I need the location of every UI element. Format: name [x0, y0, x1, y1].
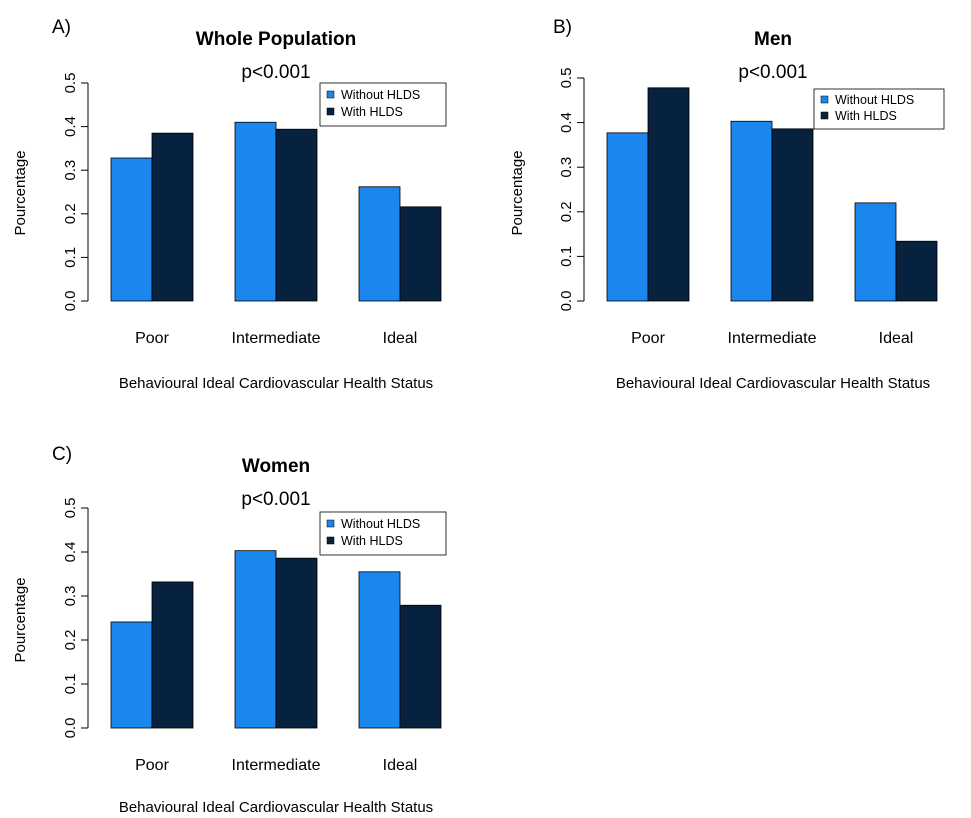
y-tick-label: 0.1 — [558, 246, 575, 267]
chart-title: Whole Population — [196, 29, 356, 50]
y-tick-label: 0.2 — [62, 203, 79, 224]
panel-letter: A) — [52, 17, 71, 38]
bar-ideal-with-hlds — [399, 206, 442, 302]
bar-intermediate-without-hlds — [730, 120, 773, 302]
bars — [110, 121, 442, 302]
y-tick-label: 0.5 — [62, 73, 79, 94]
bar-poor-without-hlds — [110, 157, 153, 302]
bar-intermediate-with-hlds — [275, 557, 318, 729]
legend-box — [319, 511, 447, 556]
category-label-poor: Poor — [631, 330, 665, 347]
legend-swatch-with-hlds — [326, 107, 335, 116]
bar-poor-without-hlds — [110, 621, 153, 729]
category-label-poor: Poor — [135, 757, 169, 774]
x-axis-label: Behavioural Ideal Cardiovascular Health … — [616, 375, 930, 392]
legend-label-with-hlds: With HLDS — [341, 105, 403, 119]
legend-label-without-hlds: Without HLDS — [341, 88, 420, 102]
legend-label-without-hlds: Without HLDS — [341, 517, 420, 531]
legend-label-with-hlds: With HLDS — [835, 109, 897, 123]
y-tick-label: 0.4 — [62, 542, 79, 563]
chart-title: Women — [242, 456, 310, 477]
legend-swatch-with-hlds — [820, 111, 829, 120]
y-tick-label: 0.3 — [558, 157, 575, 178]
y-tick-label: 0.4 — [558, 112, 575, 133]
y-tick-label: 0.4 — [62, 116, 79, 137]
legend-box — [319, 82, 447, 127]
bar-intermediate-with-hlds — [275, 128, 318, 302]
y-axis: 0.0 0.1 0.2 0.3 0.4 0.5 — [62, 498, 89, 739]
bar-ideal-without-hlds — [358, 571, 401, 729]
legend-swatch-without-hlds — [820, 95, 829, 104]
y-tick-label: 0.2 — [62, 630, 79, 651]
y-tick-label: 0.3 — [62, 160, 79, 181]
category-label-intermediate: Intermediate — [728, 330, 817, 347]
category-label-ideal: Ideal — [383, 330, 418, 347]
legend: Without HLDS With HLDS — [319, 82, 447, 127]
panel-letter: B) — [553, 17, 572, 38]
category-label-ideal: Ideal — [383, 757, 418, 774]
bar-intermediate-without-hlds — [234, 550, 277, 729]
panel-whole-population: A) Whole Population p<0.001 Pourcentage … — [12, 17, 447, 392]
y-axis-label: Pourcentage — [12, 150, 29, 235]
bars — [110, 550, 442, 729]
bar-ideal-with-hlds — [399, 604, 442, 729]
legend-swatch-with-hlds — [326, 536, 335, 545]
bar-poor-with-hlds — [151, 581, 194, 729]
category-label-ideal: Ideal — [879, 330, 914, 347]
y-tick-label: 0.5 — [558, 68, 575, 89]
y-tick-label: 0.0 — [558, 291, 575, 312]
y-tick-label: 0.0 — [62, 718, 79, 739]
p-value-annotation: p<0.001 — [738, 62, 807, 83]
legend-swatch-without-hlds — [326, 519, 335, 528]
panel-women: C) Women p<0.001 Pourcentage Poor Interm… — [12, 444, 447, 816]
bar-ideal-without-hlds — [854, 202, 897, 302]
category-label-intermediate: Intermediate — [232, 330, 321, 347]
legend: Without HLDS With HLDS — [813, 88, 945, 130]
legend: Without HLDS With HLDS — [319, 511, 447, 556]
x-axis-label: Behavioural Ideal Cardiovascular Health … — [119, 799, 433, 816]
y-tick-label: 0.3 — [62, 586, 79, 607]
bar-poor-with-hlds — [151, 132, 194, 302]
y-axis-label: Pourcentage — [12, 577, 29, 662]
bar-poor-without-hlds — [606, 132, 649, 302]
p-value-annotation: p<0.001 — [241, 62, 310, 83]
bar-ideal-without-hlds — [358, 186, 401, 302]
bar-poor-with-hlds — [647, 87, 690, 302]
legend-box — [813, 88, 945, 130]
y-tick-label: 0.0 — [62, 291, 79, 312]
y-axis: 0.0 0.1 0.2 0.3 0.4 0.5 — [558, 68, 585, 312]
panel-letter: C) — [52, 444, 72, 465]
bar-intermediate-with-hlds — [771, 128, 814, 302]
y-tick-label: 0.5 — [62, 498, 79, 519]
y-tick-label: 0.1 — [62, 674, 79, 695]
legend-label-with-hlds: With HLDS — [341, 534, 403, 548]
category-label-intermediate: Intermediate — [232, 757, 321, 774]
y-tick-label: 0.1 — [62, 247, 79, 268]
category-label-poor: Poor — [135, 330, 169, 347]
y-tick-label: 0.2 — [558, 201, 575, 222]
x-axis-label: Behavioural Ideal Cardiovascular Health … — [119, 375, 433, 392]
legend-label-without-hlds: Without HLDS — [835, 93, 914, 107]
y-axis: 0.0 0.1 0.2 0.3 0.4 0.5 — [62, 73, 89, 312]
bar-intermediate-without-hlds — [234, 121, 277, 302]
bars — [606, 87, 938, 302]
panel-men: B) Men p<0.001 Pourcentage Poor Intermed… — [509, 17, 945, 392]
p-value-annotation: p<0.001 — [241, 489, 310, 510]
chart-title: Men — [754, 29, 792, 50]
y-axis-label: Pourcentage — [509, 150, 526, 235]
bar-ideal-with-hlds — [895, 240, 938, 302]
legend-swatch-without-hlds — [326, 90, 335, 99]
